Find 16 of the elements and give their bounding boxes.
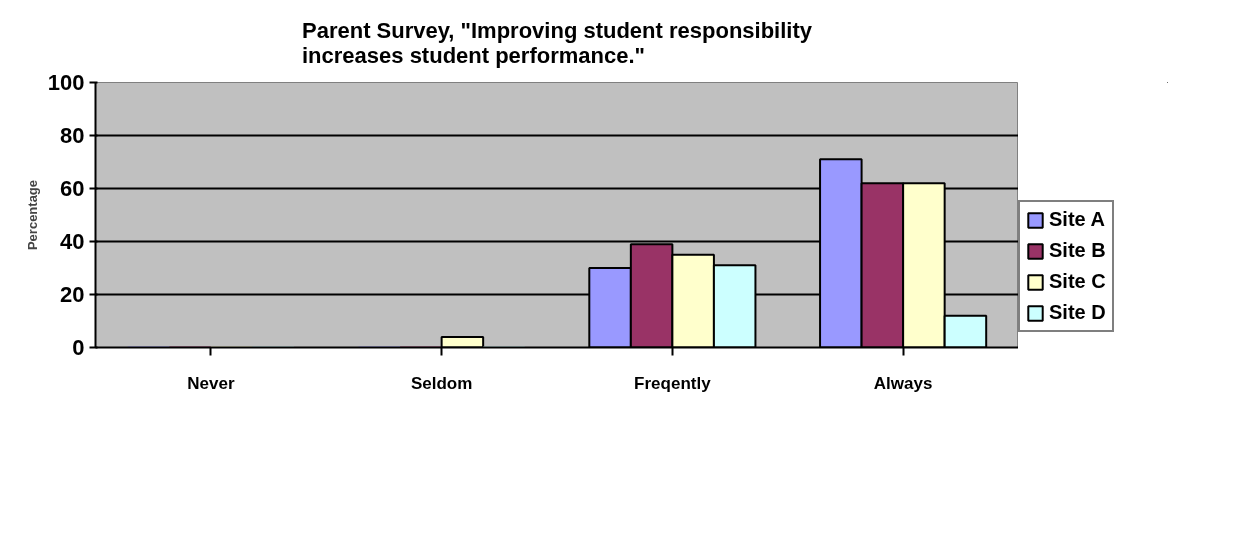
y-axis-title: Percentage: [24, 179, 40, 251]
y-tick-label: 20: [60, 282, 85, 307]
legend-label: Site B: [1049, 239, 1106, 262]
x-tick-label: Never: [187, 373, 235, 393]
legend-label: Site C: [1049, 270, 1106, 293]
legend-label: Site D: [1049, 301, 1106, 324]
y-tick-label: 80: [60, 123, 85, 148]
y-tick-label: 0: [72, 335, 85, 360]
y-tick-label: 60: [60, 176, 85, 201]
legend-label: Site A: [1049, 208, 1105, 231]
x-tick-label: Always: [873, 373, 933, 393]
y-tick-label: 40: [60, 229, 85, 254]
chart-title: Parent Survey, "Improving student responsibility increases student performance.": [301, 17, 813, 68]
x-tick-label: Seldom: [410, 373, 473, 393]
x-tick-label: Freqently: [634, 373, 712, 393]
y-tick-label: 100: [47, 70, 85, 95]
